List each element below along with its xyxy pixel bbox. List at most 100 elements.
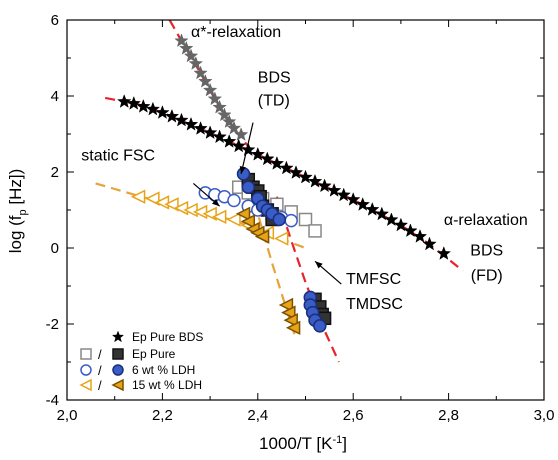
legend-slash: /: [98, 363, 102, 378]
star-marker: [136, 98, 151, 113]
triangle-marker: [254, 229, 270, 244]
star-marker: [164, 108, 180, 123]
star-marker: [207, 91, 223, 106]
legend-item: / 15 wt % LDH: [79, 378, 202, 393]
annotation: (TD): [258, 93, 290, 110]
star-marker: [174, 112, 189, 127]
star-marker: [365, 201, 380, 216]
star-marker: [111, 330, 125, 343]
triangle-marker: [285, 320, 301, 336]
star-marker: [374, 206, 390, 221]
y-tick-label: -2: [46, 316, 59, 333]
triangle-marker: [79, 378, 92, 392]
star-marker: [221, 114, 237, 128]
star-marker: [183, 116, 199, 131]
star-marker: [307, 173, 323, 188]
series-15-wt-ldh: [130, 189, 289, 246]
y-tick-label: 0: [51, 240, 59, 257]
triangle-marker: [235, 206, 251, 222]
star-marker: [436, 246, 452, 260]
data-points: [117, 33, 452, 336]
triangle-marker: [278, 297, 294, 313]
star-marker: [198, 73, 213, 88]
star-marker: [422, 236, 437, 251]
star-marker: [355, 197, 370, 211]
star-marker: [279, 160, 294, 175]
star-marker: [221, 133, 237, 148]
triangle-marker: [130, 189, 146, 204]
star-marker: [345, 192, 361, 206]
legend-label: Ep Pure BDS: [132, 330, 203, 344]
star-marker: [393, 217, 409, 232]
star-marker: [193, 65, 208, 80]
star-marker: [412, 228, 428, 243]
x-tick-label: 3,0: [534, 407, 555, 424]
star-marker: [126, 95, 141, 110]
star-marker: [336, 187, 351, 202]
star-marker: [188, 56, 204, 70]
star-marker: [298, 169, 313, 184]
fit-line: [104, 96, 464, 272]
x-tick-label: 2,0: [57, 407, 78, 424]
star-marker: [217, 107, 232, 122]
star-marker: [226, 120, 242, 135]
arrow-head: [239, 166, 246, 174]
circle-marker: [284, 213, 298, 228]
annotation: static FSC: [81, 148, 155, 165]
triangle-marker: [211, 209, 227, 225]
tick-labels: 2,0 2,2 2,4 2,6 2,8 3,0 -4 -2 0 2 4 6: [46, 12, 555, 424]
star-marker: [183, 48, 199, 63]
star-marker: [179, 40, 194, 55]
legend-label: 6 wt % LDH: [132, 363, 195, 377]
series-ep-pure-bds: [117, 94, 452, 260]
y-tick-label: 4: [51, 88, 59, 105]
triangle-marker: [226, 212, 241, 227]
star-marker: [174, 33, 189, 48]
legend-item: / 6 wt % LDH: [80, 363, 195, 378]
annotation: TMFSC: [346, 271, 401, 288]
x-tick-label: 2,4: [247, 407, 268, 424]
x-tick-label: 2,6: [343, 407, 364, 424]
circle-marker: [241, 180, 256, 194]
star-marker: [250, 146, 266, 161]
star-marker: [212, 99, 227, 114]
star-marker: [260, 151, 275, 166]
star-marker: [326, 182, 342, 197]
series-companion: [235, 206, 301, 336]
circle-marker: [272, 212, 287, 227]
star-marker: [231, 138, 246, 153]
annotation: α-relaxation: [444, 212, 528, 229]
star-marker: [233, 127, 249, 141]
square-marker: [298, 212, 313, 227]
annotation-arrows: [193, 122, 342, 285]
star-marker: [241, 142, 256, 157]
y-tick-label: -4: [46, 392, 59, 409]
triangle-marker: [111, 378, 124, 392]
star-marker: [269, 155, 285, 170]
legend-item: Ep Pure BDS: [111, 330, 203, 344]
legend-item: / Ep Pure: [80, 347, 176, 362]
x-tick-label: 2,2: [152, 407, 173, 424]
square-marker: [308, 224, 322, 238]
legend: Ep Pure BDS / Ep Pure / 6 wt % LDH / 15 wt % L…: [79, 330, 203, 393]
square-marker: [80, 348, 92, 360]
star-marker: [155, 105, 170, 119]
legend-label: Ep Pure: [132, 347, 176, 361]
star-marker: [202, 82, 218, 97]
circle-marker: [112, 364, 124, 376]
star-marker: [193, 121, 208, 135]
triangle-marker: [240, 214, 256, 229]
triangle-marker: [283, 312, 298, 328]
triangle-marker: [273, 231, 289, 246]
series-companion: [174, 33, 249, 141]
legend-slash: /: [98, 347, 102, 362]
triangle-marker: [281, 305, 296, 320]
y-axis-label: log (fp [Hz]): [6, 169, 29, 254]
x-axis-label: 1000/T [K-1]: [259, 434, 347, 453]
star-marker: [288, 165, 304, 179]
legend-slash: /: [98, 378, 102, 393]
annotation: (FD): [471, 267, 503, 284]
annotation: α*-relaxation: [191, 24, 281, 41]
annotation: TMDSC: [346, 296, 403, 313]
triangle-marker: [164, 197, 179, 212]
